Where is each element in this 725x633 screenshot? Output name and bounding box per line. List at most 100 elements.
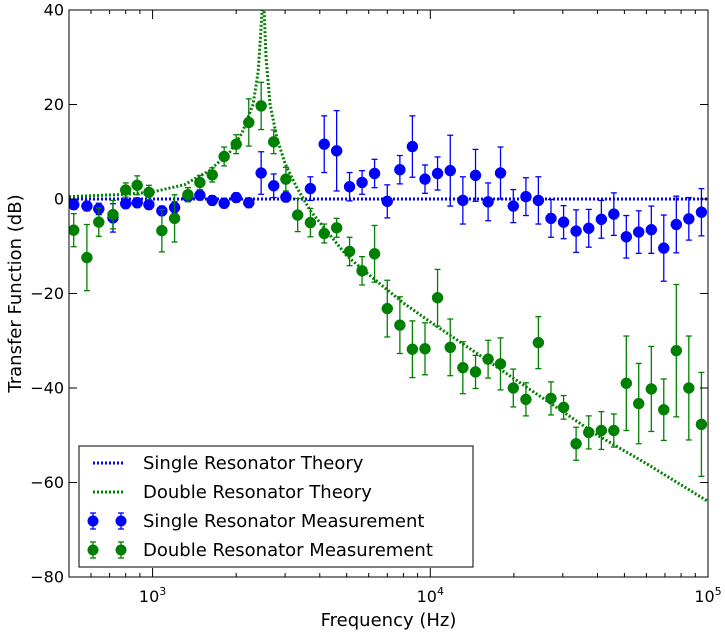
data-point-single-27 xyxy=(419,164,431,194)
y-tick-label: −40 xyxy=(30,379,64,398)
marker xyxy=(570,225,582,237)
marker xyxy=(645,223,658,236)
marker xyxy=(230,138,242,150)
data-point-single-0 xyxy=(69,198,80,211)
marker xyxy=(444,341,457,354)
marker xyxy=(280,173,292,185)
legend-entry-2: Single Resonator Measurement xyxy=(87,511,424,532)
data-point-single-19 xyxy=(318,115,330,174)
data-point-single-11 xyxy=(206,194,219,207)
legend-entry-3: Double Resonator Measurement xyxy=(87,540,433,561)
data-point-double-18 xyxy=(291,197,304,233)
data-point-single-40 xyxy=(582,208,595,248)
marker xyxy=(658,403,670,416)
marker xyxy=(267,180,280,192)
data-point-double-9 xyxy=(182,187,194,203)
data-point-double-43 xyxy=(608,413,620,448)
data-point-single-45 xyxy=(645,205,658,254)
marker xyxy=(582,222,595,235)
marker xyxy=(632,226,645,238)
data-point-double-19 xyxy=(304,207,317,238)
data-point-double-37 xyxy=(532,316,545,370)
data-point-double-33 xyxy=(482,339,494,379)
marker xyxy=(280,191,292,203)
data-point-single-43 xyxy=(620,214,633,259)
data-point-double-40 xyxy=(570,426,582,461)
data-point-single-20 xyxy=(330,109,343,192)
data-point-double-49 xyxy=(683,335,695,441)
data-point-double-20 xyxy=(318,223,330,244)
data-point-double-26 xyxy=(394,296,406,355)
marker xyxy=(143,198,155,211)
data-point-double-4 xyxy=(119,182,132,198)
marker xyxy=(230,191,242,204)
x-tick-label: 104 xyxy=(417,585,444,606)
data-point-single-30 xyxy=(457,176,469,225)
marker xyxy=(69,198,80,211)
measurement-points xyxy=(69,81,708,478)
marker xyxy=(394,319,406,331)
data-point-double-45 xyxy=(632,362,645,445)
marker xyxy=(557,216,570,228)
marker xyxy=(670,218,683,231)
marker xyxy=(356,265,368,277)
marker xyxy=(469,169,482,182)
y-tick-label: −60 xyxy=(30,473,64,492)
data-point-double-21 xyxy=(330,217,343,238)
marker xyxy=(557,401,570,414)
data-point-single-10 xyxy=(194,189,206,201)
marker xyxy=(143,186,155,199)
marker xyxy=(695,206,708,218)
data-point-single-38 xyxy=(557,204,570,240)
marker xyxy=(343,245,356,258)
data-point-single-29 xyxy=(444,134,457,207)
marker xyxy=(131,179,143,192)
marker xyxy=(330,145,343,157)
marker xyxy=(356,176,368,189)
marker xyxy=(182,188,194,201)
data-point-single-16 xyxy=(267,173,280,199)
data-point-double-15 xyxy=(255,81,267,131)
marker xyxy=(608,424,620,437)
data-point-double-50 xyxy=(695,371,708,478)
data-point-single-13 xyxy=(230,191,242,204)
data-point-single-14 xyxy=(243,197,255,209)
marker xyxy=(218,197,230,210)
y-axis-title: Transfer Function (dB) xyxy=(5,194,26,393)
marker xyxy=(507,200,520,212)
data-point-single-18 xyxy=(304,176,317,202)
x-tick-label: 105 xyxy=(694,585,721,606)
data-point-double-48 xyxy=(670,283,683,418)
marker xyxy=(291,209,304,221)
marker xyxy=(304,182,317,195)
marker xyxy=(318,138,330,150)
marker xyxy=(444,164,457,177)
legend: Single Resonator Theory Double Resonator … xyxy=(78,445,474,568)
data-point-single-28 xyxy=(431,156,444,191)
y-tick-label: −20 xyxy=(30,284,64,303)
marker xyxy=(69,224,80,236)
marker xyxy=(645,383,658,395)
data-point-double-39 xyxy=(557,394,570,420)
legend-entry-0: Single Resonator Theory xyxy=(93,453,364,474)
marker xyxy=(194,176,206,189)
axis-tick-labels: −80 −60 −40 −20 0 20 40 103 104 105 xyxy=(30,1,721,607)
y-tick-label: 40 xyxy=(44,1,64,20)
legend-marker-swatch xyxy=(87,544,99,556)
marker xyxy=(431,167,444,180)
marker xyxy=(482,196,494,208)
marker xyxy=(532,194,545,207)
data-point-single-34 xyxy=(507,188,520,224)
marker xyxy=(81,200,93,212)
marker xyxy=(494,167,507,179)
data-point-double-35 xyxy=(507,368,520,408)
data-point-double-41 xyxy=(582,415,595,450)
y-tick-label: −80 xyxy=(30,568,64,587)
data-point-double-11 xyxy=(206,167,219,183)
data-point-double-29 xyxy=(431,268,444,327)
legend-entry-1: Double Resonator Theory xyxy=(93,482,372,503)
data-point-double-13 xyxy=(230,134,242,155)
marker xyxy=(532,336,545,349)
data-point-double-5 xyxy=(131,175,143,196)
marker xyxy=(394,163,406,176)
